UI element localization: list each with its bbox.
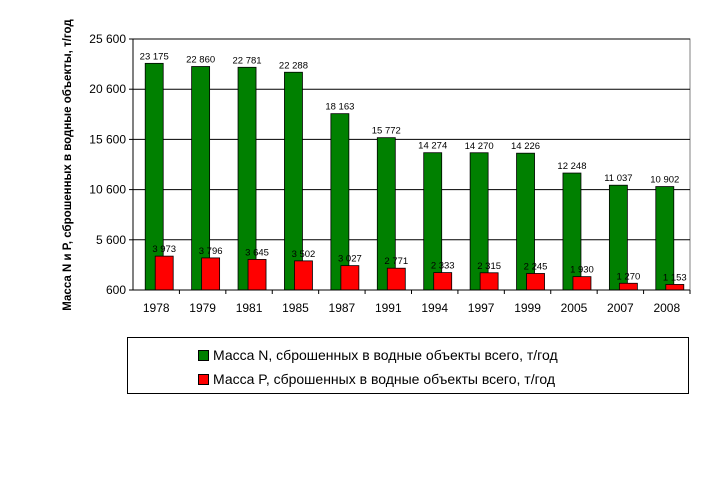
- data-label-p: 2 771: [384, 256, 408, 267]
- legend: Масса N, сброшенных в водные объекты все…: [127, 337, 689, 394]
- data-label-n: 23 175: [140, 51, 169, 62]
- data-label-p: 1 930: [570, 265, 594, 276]
- data-label-p: 1 270: [616, 271, 640, 282]
- bar-p: [433, 272, 453, 291]
- legend-item-p: Масса P, сброшенных в водные объекты все…: [198, 371, 555, 387]
- data-label-n: 18 163: [325, 102, 354, 113]
- data-label-p: 2 333: [431, 261, 455, 272]
- bar-p: [572, 276, 592, 291]
- data-label-n: 22 860: [186, 55, 215, 66]
- data-label-n: 14 274: [418, 141, 447, 152]
- legend-item-n: Масса N, сброшенных в водные объекты все…: [198, 347, 558, 363]
- x-tick-label: 1987: [329, 301, 356, 315]
- data-label-n: 14 226: [511, 141, 540, 152]
- x-tick-label: 1991: [375, 301, 402, 315]
- x-tick-label: 1999: [514, 301, 541, 315]
- legend-swatch-n: [198, 349, 209, 361]
- data-label-n: 10 902: [650, 175, 679, 186]
- data-labels: 23 175 3 973 22 860 3 796 22 781 3 645 22 288 3…: [140, 51, 687, 283]
- data-label-n: 14 270: [465, 141, 494, 152]
- data-label-p: 3 796: [199, 246, 223, 257]
- legend-label-p: Масса P, сброшенных в водные объекты все…: [213, 371, 556, 387]
- x-tick-label: 1994: [421, 301, 448, 315]
- data-label-p: 1 153: [663, 272, 687, 283]
- bar-p: [386, 267, 406, 291]
- x-tick-label: 1981: [236, 301, 263, 315]
- bars: [144, 62, 685, 291]
- bar-p: [201, 257, 221, 291]
- data-label-p: 3 502: [292, 249, 316, 260]
- y-tick-label: 15 600: [89, 132, 126, 146]
- x-tick-label: 1997: [468, 301, 495, 315]
- y-tick-label: 5 600: [96, 233, 126, 247]
- data-label-p: 3 645: [245, 247, 269, 258]
- x-tick-label: 1985: [282, 301, 309, 315]
- bar-p: [479, 272, 499, 291]
- data-label-n: 22 781: [233, 55, 262, 66]
- y-tick-label: 10 600: [89, 183, 126, 197]
- x-tick-labels: 1978 1979 1981 1985 1987 1991 1994 1997 1999 2005…: [143, 301, 681, 315]
- bar-p: [340, 265, 360, 291]
- data-label-p: 3 973: [152, 244, 176, 255]
- x-tick-label: 2005: [561, 301, 588, 315]
- x-tick-label: 1978: [143, 301, 170, 315]
- y-tick-labels: 600 5 600 10 600 15 600 20 600 25 600: [89, 32, 126, 297]
- data-label-n: 12 248: [557, 161, 586, 172]
- axes: [129, 38, 691, 294]
- bar-p: [154, 255, 174, 291]
- y-axis-label: Масса N и P, сброшенных в водные объекты…: [62, 19, 74, 311]
- data-label-n: 15 772: [372, 126, 401, 137]
- data-label-n: 22 288: [279, 60, 308, 71]
- bar-p: [665, 284, 685, 291]
- legend-label-n: Масса N, сброшенных в водные объекты все…: [213, 347, 558, 363]
- y-tick-label: 25 600: [89, 32, 126, 46]
- y-tick-label: 20 600: [89, 82, 126, 96]
- data-label-p: 2 245: [524, 261, 548, 272]
- bar-p: [294, 260, 313, 291]
- bar-chart: Масса N и P, сброшенных в водные объекты…: [62, 19, 691, 315]
- data-label-p: 3 027: [338, 254, 362, 265]
- legend-swatch-p: [198, 373, 209, 385]
- bar-p: [247, 259, 267, 291]
- x-tick-label: 2008: [653, 301, 680, 315]
- y-tick-label: 600: [106, 283, 126, 297]
- bar-p: [618, 282, 638, 291]
- data-label-p: 2 315: [477, 261, 501, 272]
- data-label-n: 11 037: [604, 173, 632, 184]
- x-tick-label: 1979: [189, 301, 216, 315]
- x-tick-label: 2007: [607, 301, 634, 315]
- bar-p: [526, 273, 545, 291]
